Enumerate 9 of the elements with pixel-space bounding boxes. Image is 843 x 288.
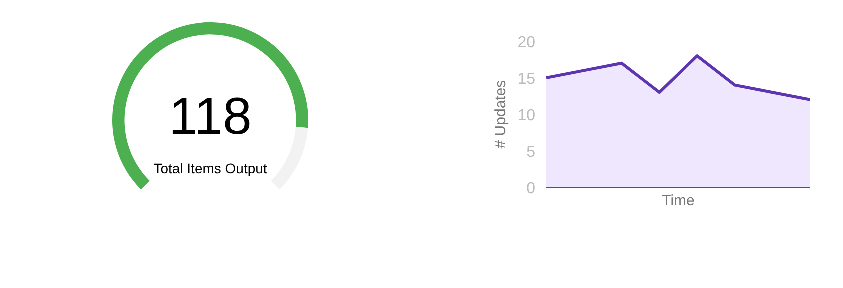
y-tick-label: 5 bbox=[526, 144, 536, 161]
y-tick-label: 20 bbox=[518, 34, 536, 52]
text: 118 bbox=[169, 88, 252, 146]
text: Total Items Output bbox=[154, 160, 268, 177]
x-axis-title: Time bbox=[662, 192, 695, 210]
y-tick-label: 10 bbox=[518, 108, 536, 124]
y-tick-label: 0 bbox=[526, 180, 536, 198]
y-axis-title: # Updates bbox=[492, 80, 510, 149]
y-tick-label: 15 bbox=[518, 71, 536, 88]
